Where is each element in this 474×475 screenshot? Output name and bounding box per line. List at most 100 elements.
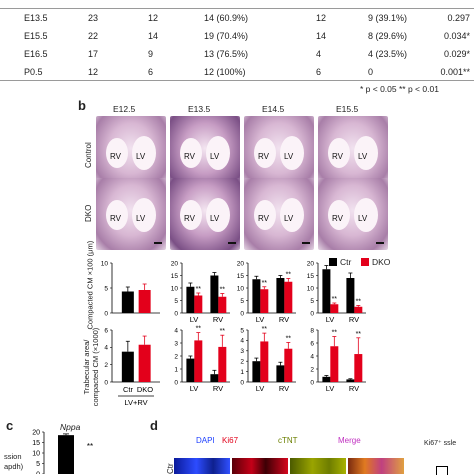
significance-mark: ** bbox=[262, 326, 268, 333]
bar-dko bbox=[194, 340, 203, 382]
table-cell-c5: 9 (39.1%) bbox=[368, 13, 408, 23]
table-cell-p: 0.034* bbox=[443, 31, 470, 41]
table-cell-p: 0.029* bbox=[443, 49, 470, 59]
y-tick-label: 2 bbox=[310, 366, 314, 373]
table-cell-c2: 14 bbox=[148, 31, 159, 41]
stage-label-0: E12.5 bbox=[113, 104, 136, 114]
y-tick-label: 2 bbox=[240, 359, 244, 366]
chamber-label-lv: LV bbox=[210, 214, 220, 223]
scale-bar bbox=[228, 242, 236, 244]
ventricle-cavity bbox=[106, 138, 128, 168]
y-tick-label: 6 bbox=[310, 340, 314, 347]
table-cell-c1: 17 bbox=[88, 49, 99, 59]
histology-image: RV LV bbox=[318, 178, 388, 250]
y-tick-label: 3 bbox=[240, 348, 244, 355]
x-category-label: LV bbox=[326, 384, 335, 393]
chart-ylabel-compacted: Compacted CM ×100 (μm) bbox=[85, 240, 95, 330]
y-tick-label: 4 bbox=[240, 338, 244, 345]
ventricle-cavity bbox=[354, 136, 378, 170]
x-category-label: RV bbox=[213, 315, 223, 324]
ventricle-cavity bbox=[280, 136, 304, 170]
table-row: E15.5 22 14 19 (70.4%) 14 8 (29.6%) 0.034* bbox=[0, 28, 474, 46]
channel-label-merge: Merge bbox=[338, 436, 361, 445]
channel-label-ki67: Ki67 bbox=[222, 436, 239, 445]
ventricle-cavity bbox=[132, 136, 156, 170]
chamber-label-lv: LV bbox=[358, 152, 368, 161]
y-tick-label: 5 bbox=[104, 285, 108, 292]
y-tick-label: 0 bbox=[310, 379, 314, 386]
x-category-label: LV bbox=[256, 384, 265, 393]
histology-image: RV LV bbox=[244, 116, 314, 188]
y-tick-label: 0 bbox=[240, 379, 244, 386]
legend-label-dko: DKO bbox=[372, 257, 391, 267]
ventricle-cavity bbox=[106, 200, 128, 230]
panel-d-side-bar bbox=[436, 466, 448, 475]
chamber-label-rv: RV bbox=[184, 214, 195, 223]
x-category-label: RV bbox=[213, 384, 223, 393]
ventricle-cavity bbox=[328, 138, 350, 168]
bar-dko bbox=[330, 304, 339, 313]
x-category-label: RV bbox=[349, 384, 359, 393]
y-tick-label: 0 bbox=[240, 310, 244, 317]
y-tick-label: 5 bbox=[174, 298, 178, 305]
chamber-label-lv: LV bbox=[284, 214, 294, 223]
table-cell-c5: 0 bbox=[368, 67, 374, 77]
y-tick-label: 5 bbox=[240, 327, 244, 334]
y-tick-label: 6 bbox=[104, 327, 108, 334]
histology-image: RV LV bbox=[170, 178, 240, 250]
x-category-label: RV bbox=[349, 315, 359, 324]
chamber-label-lv: LV bbox=[358, 214, 368, 223]
table-cell-c2: 6 bbox=[148, 67, 154, 77]
table-rule bbox=[0, 8, 474, 9]
ventricle-cavity bbox=[180, 200, 202, 230]
y-tick-label: 5 bbox=[36, 461, 40, 468]
significance-mark: ** bbox=[332, 330, 338, 337]
y-tick-label: 10 bbox=[32, 451, 40, 458]
chamber-label-rv: RV bbox=[332, 152, 343, 161]
bar-dko bbox=[218, 296, 227, 313]
x-label-ctr: Ctr bbox=[123, 385, 134, 394]
table-cell-c1: 23 bbox=[88, 13, 99, 23]
table-cell-c3: 19 (70.4%) bbox=[204, 31, 249, 41]
significance-mark: ** bbox=[286, 272, 292, 279]
bar-ctr bbox=[210, 275, 219, 313]
y-tick-label: 20 bbox=[171, 260, 179, 267]
bar-ctr bbox=[121, 291, 134, 313]
chamber-label-rv: RV bbox=[110, 214, 121, 223]
bar-dko bbox=[218, 346, 227, 382]
channel-label-dapi: DAPI bbox=[196, 436, 215, 445]
fluo-ctnt bbox=[290, 458, 346, 474]
panel-letter-d: d bbox=[150, 418, 158, 433]
x-category-label: LV bbox=[256, 315, 265, 324]
bar-ctr bbox=[322, 269, 331, 313]
bar-ctr bbox=[276, 365, 285, 382]
y-tick-label: 4 bbox=[104, 345, 108, 352]
table-cell-c4: 4 bbox=[316, 49, 322, 59]
fluo-ki67 bbox=[232, 458, 288, 474]
histology-image: RV LV bbox=[244, 178, 314, 250]
bar-ctr bbox=[346, 278, 355, 313]
chamber-label-lv: LV bbox=[136, 152, 146, 161]
bar-ctr bbox=[121, 351, 134, 382]
significance-mark: ** bbox=[87, 442, 93, 451]
bar-ctr bbox=[186, 358, 195, 382]
table-cell-c3: 12 (100%) bbox=[204, 67, 246, 77]
table-cell-c4: 14 bbox=[316, 31, 327, 41]
y-tick-label: 5 bbox=[310, 298, 314, 305]
x-group-label: LV+RV bbox=[124, 398, 147, 407]
stage-label-3: E15.5 bbox=[336, 104, 359, 114]
ventricle-cavity bbox=[180, 138, 202, 168]
bar-ctr bbox=[252, 361, 261, 382]
legend-swatch-ctr bbox=[329, 258, 337, 266]
ventricle-cavity bbox=[254, 200, 276, 230]
x-label-dko: DKO bbox=[137, 385, 153, 394]
significance-mark: ** bbox=[262, 280, 268, 287]
chamber-label-rv: RV bbox=[184, 152, 195, 161]
ventricle-cavity bbox=[206, 198, 230, 232]
channel-label-ctnt: cTNT bbox=[278, 436, 298, 445]
table-row-partial: · · · · bbox=[0, 0, 474, 8]
bar-dko bbox=[138, 290, 151, 313]
y-tick-label: 15 bbox=[171, 273, 179, 280]
table-cell-stage: E16.5 bbox=[24, 49, 48, 59]
stage-label-1: E13.5 bbox=[188, 104, 211, 114]
